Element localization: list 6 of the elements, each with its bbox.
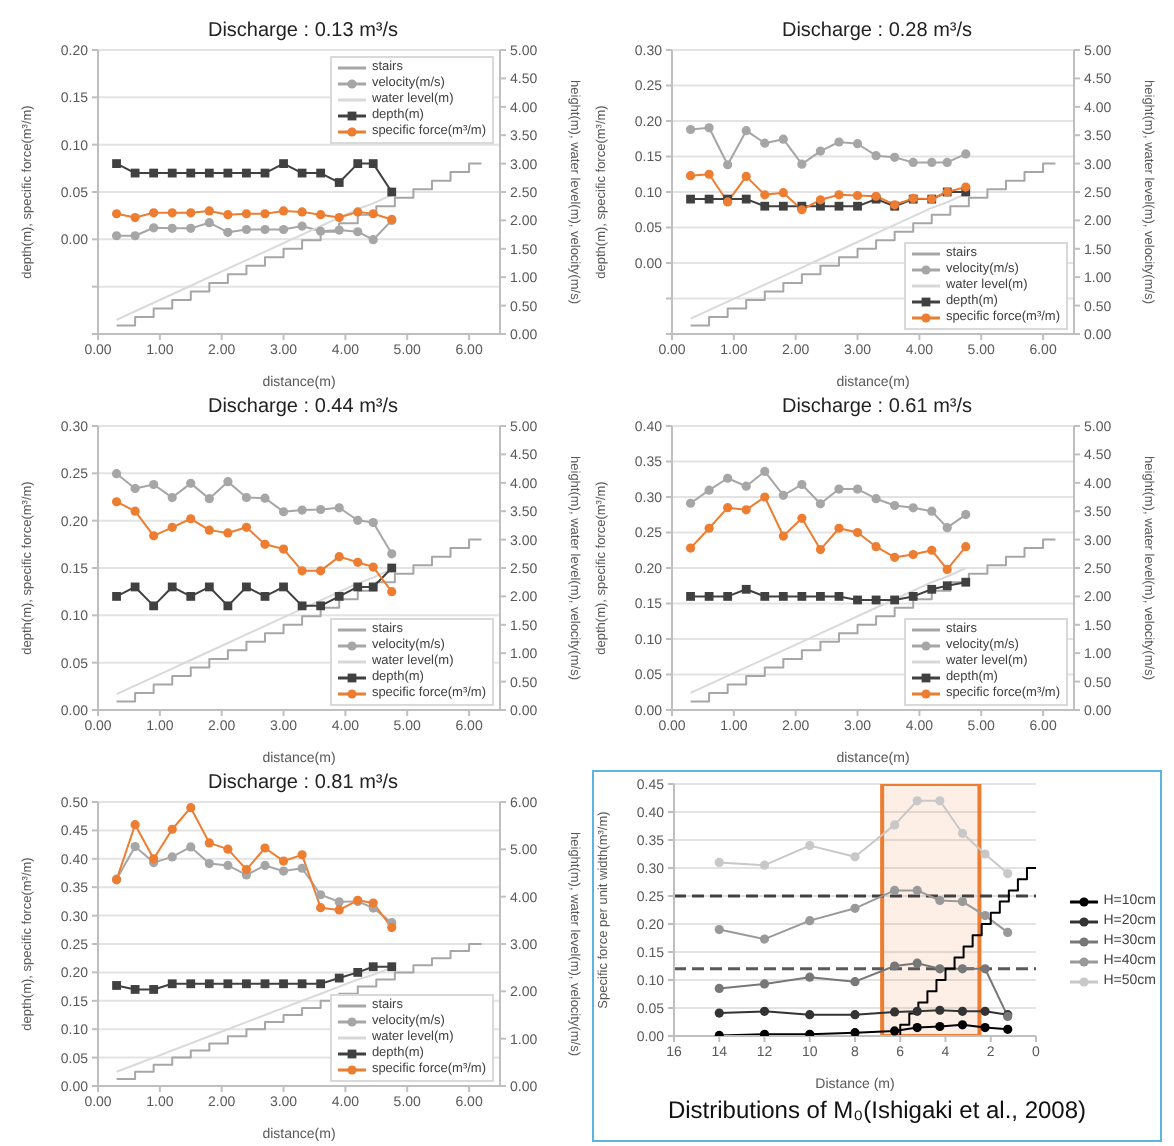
- chart-title: Discharge : 0.81 m³/s: [205, 772, 401, 794]
- chart-title: Discharge : 0.13 m³/s: [205, 20, 401, 42]
- chart-title: Discharge : 0.28 m³/s: [779, 20, 975, 42]
- chart-title: Discharge : 0.44 m³/s: [205, 396, 401, 418]
- text: Distributions of M₀(Ishigaki et al., 2008): [665, 1096, 1089, 1124]
- chart-title: Discharge : 0.61 m³/s: [779, 396, 975, 418]
